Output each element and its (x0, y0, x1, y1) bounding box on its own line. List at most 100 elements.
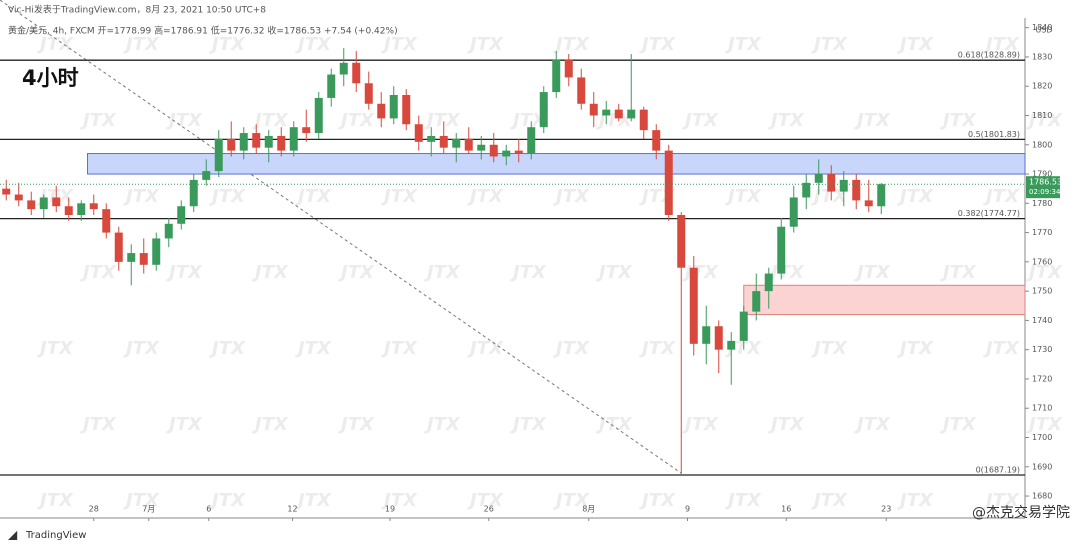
watermark: JTX (252, 110, 289, 131)
watermark: JTX (467, 338, 504, 359)
candle-body (477, 144, 486, 151)
candle-body (614, 109, 623, 119)
candle-body (827, 174, 836, 192)
watermark: JTX (295, 186, 332, 207)
candle-body (664, 150, 673, 216)
watermark: JTX (811, 490, 848, 511)
symbol-info: 黄金/美元, 4h, FXCM 开=1778.99 高=1786.91 低=17… (8, 25, 398, 37)
y-tick-label: 1700 (1032, 433, 1052, 442)
watermark: JTX (897, 490, 934, 511)
x-tick-label: 26 (484, 505, 494, 514)
candle-body (452, 138, 461, 148)
watermark: JTX (295, 34, 332, 55)
watermark: JTX (295, 490, 332, 511)
candle-body (214, 138, 223, 172)
price-tag-countdown: 02:09:34 (1029, 188, 1061, 196)
candle-body (39, 197, 48, 210)
y-tick-label: 1840 (1032, 23, 1052, 32)
x-tick-label: 16 (781, 505, 791, 514)
candle-body (839, 179, 848, 192)
y-tick-label: 1680 (1032, 492, 1052, 501)
y-tick-label: 1820 (1032, 82, 1052, 91)
candle-body (627, 109, 636, 119)
watermark: JTX (553, 186, 590, 207)
candle-body (314, 97, 323, 134)
level-label: 0.5(1801.83) (968, 130, 1020, 139)
candle-body (852, 179, 861, 201)
timeframe-label: 4小时 (22, 66, 79, 90)
price-tag (1026, 176, 1060, 199)
candle-body (327, 74, 336, 98)
watermark: JTX (811, 34, 848, 55)
candle-body (502, 150, 511, 157)
candle-body (414, 124, 423, 142)
watermark: JTX (768, 414, 805, 435)
watermark: JTX (510, 414, 547, 435)
candle-body (102, 209, 111, 233)
candle-body (227, 138, 236, 151)
watermark: JTX (897, 34, 934, 55)
watermark: JTX (123, 338, 160, 359)
watermark: JTX (209, 186, 246, 207)
watermark: JTX (639, 34, 676, 55)
watermark: JTX (854, 262, 891, 283)
watermark: JTX (381, 490, 418, 511)
candle-body (864, 200, 873, 207)
candle-body (252, 133, 261, 148)
watermark: JTX (811, 338, 848, 359)
watermark: JTX (639, 490, 676, 511)
watermark: JTX (123, 34, 160, 55)
watermark: JTX (553, 490, 590, 511)
watermark: JTX (553, 34, 590, 55)
candle-body (439, 135, 448, 148)
watermark: JTX (983, 338, 1020, 359)
candle-body (777, 226, 786, 274)
candle-body (389, 94, 398, 119)
candle-body (2, 188, 11, 195)
x-tick-label: 9 (685, 505, 690, 514)
candle-body (802, 182, 811, 198)
x-tick-label: 7月 (142, 505, 155, 514)
watermark: JTX (1026, 262, 1063, 283)
watermark: JTX (897, 338, 934, 359)
y-tick-label: 1760 (1032, 257, 1052, 266)
watermarks: JTX JTX JTX JTX JTX JTX JTX JTX JTX JTX JTX JTX JTX J… (37, 34, 1063, 511)
x-tick-label: 6 (206, 505, 211, 514)
byline: Vic-Hi发表于TradingView.com，8月 23, 2021 10:… (8, 4, 266, 16)
watermark: JTX (725, 490, 762, 511)
zone (87, 153, 1026, 175)
watermark: JTX (381, 186, 418, 207)
watermark: JTX (854, 110, 891, 131)
watermark: JTX (80, 110, 117, 131)
x-tick-label: 8月 (582, 505, 595, 514)
candle-body (464, 138, 473, 151)
watermark: JTX (1026, 110, 1063, 131)
currency: USD (1035, 26, 1052, 35)
y-tick-label: 1750 (1032, 287, 1052, 296)
candle-body (752, 291, 761, 312)
watermark: JTX (381, 34, 418, 55)
candle-body (764, 273, 773, 292)
candle-body (639, 109, 648, 131)
watermark: JTX (424, 414, 461, 435)
watermark: JTX (209, 34, 246, 55)
y-tick-label: 1810 (1032, 111, 1052, 120)
watermark: JTX (252, 262, 289, 283)
price-tag-value: 1786.53 (1029, 178, 1062, 187)
candle-body (277, 135, 286, 151)
credit: @杰克交易学院 (972, 504, 1070, 521)
watermark: JTX (166, 110, 203, 131)
watermark: JTX (338, 414, 375, 435)
level-label: 0(1687.19) (976, 465, 1020, 474)
watermark: JTX (983, 34, 1020, 55)
candle-body (127, 253, 136, 262)
candle-body (589, 103, 598, 116)
y-tick-label: 1690 (1032, 462, 1052, 471)
zone (743, 284, 1026, 316)
x-tick-label: 12 (287, 505, 297, 514)
candle-body (789, 197, 798, 227)
candle-body (514, 150, 523, 154)
level-label: 0.618(1828.89) (958, 51, 1020, 60)
